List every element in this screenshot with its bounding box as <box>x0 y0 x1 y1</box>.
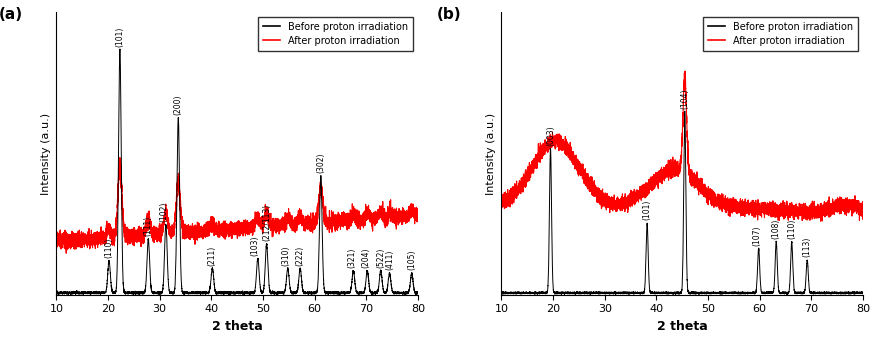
Text: (200): (200) <box>174 94 182 115</box>
Text: (310): (310) <box>282 245 290 266</box>
Text: (522): (522) <box>376 248 385 268</box>
Text: (003): (003) <box>546 125 555 146</box>
Y-axis label: Intensity (a.u.): Intensity (a.u.) <box>486 113 496 194</box>
Text: (302): (302) <box>317 153 325 173</box>
Text: (113): (113) <box>802 237 812 257</box>
Text: (105): (105) <box>407 250 417 270</box>
Text: (212/113): (212/113) <box>262 204 271 241</box>
Text: (b): (b) <box>437 6 461 21</box>
Text: (204): (204) <box>362 248 371 268</box>
Text: (a): (a) <box>0 6 23 21</box>
Text: (222): (222) <box>296 245 304 266</box>
Text: (101): (101) <box>643 200 652 220</box>
Legend: Before proton irradiation, After proton irradiation: Before proton irradiation, After proton … <box>258 17 413 51</box>
X-axis label: 2 theta: 2 theta <box>657 320 708 333</box>
Y-axis label: Intensity (a.u.): Intensity (a.u.) <box>41 113 51 194</box>
Text: (101): (101) <box>116 26 125 47</box>
Text: (107): (107) <box>752 225 761 246</box>
Text: (104): (104) <box>681 88 689 108</box>
Text: (411): (411) <box>385 250 394 270</box>
Text: (108): (108) <box>772 219 781 239</box>
Text: (110): (110) <box>104 238 113 258</box>
X-axis label: 2 theta: 2 theta <box>211 320 262 333</box>
Text: (321): (321) <box>347 248 356 268</box>
Legend: Before proton irradiation, After proton irradiation: Before proton irradiation, After proton … <box>703 17 858 51</box>
Text: (211): (211) <box>208 245 217 266</box>
Text: (110): (110) <box>788 219 796 239</box>
Text: (103): (103) <box>251 235 260 256</box>
Text: (111): (111) <box>144 216 153 236</box>
Text: (102): (102) <box>160 201 168 222</box>
